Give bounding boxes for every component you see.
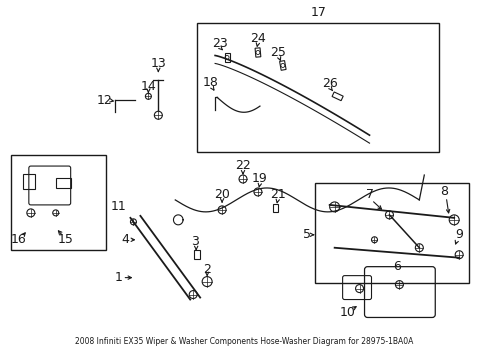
- Text: 22: 22: [235, 158, 250, 172]
- Text: 1: 1: [114, 271, 122, 284]
- Text: 11: 11: [110, 201, 126, 213]
- Text: 25: 25: [269, 46, 285, 59]
- Text: 2008 Infiniti EX35 Wiper & Washer Components Hose-Washer Diagram for 28975-1BA0A: 2008 Infiniti EX35 Wiper & Washer Compon…: [75, 337, 412, 346]
- Bar: [279, 60, 285, 70]
- Bar: [56, 178, 71, 188]
- Text: 26: 26: [321, 77, 337, 90]
- Text: 6: 6: [393, 260, 401, 273]
- Bar: [23, 174, 35, 189]
- Bar: [255, 48, 260, 57]
- Text: 3: 3: [191, 235, 199, 248]
- Text: 8: 8: [439, 185, 447, 198]
- Bar: [314, 183, 468, 283]
- Text: 7: 7: [365, 188, 373, 202]
- Text: 10: 10: [339, 306, 355, 319]
- Text: 14: 14: [140, 80, 156, 93]
- Text: 4: 4: [122, 233, 129, 246]
- Text: 18: 18: [202, 76, 218, 89]
- Bar: [11, 155, 105, 250]
- Text: 16: 16: [11, 233, 27, 246]
- Text: 17: 17: [310, 6, 325, 19]
- Bar: [194, 250, 200, 259]
- Text: 15: 15: [58, 233, 74, 246]
- Bar: [224, 53, 229, 62]
- Text: 2: 2: [203, 263, 211, 276]
- Text: 20: 20: [214, 188, 229, 202]
- Text: 19: 19: [251, 171, 267, 185]
- Text: 13: 13: [150, 57, 166, 70]
- Text: 23: 23: [212, 37, 227, 50]
- Text: 9: 9: [454, 228, 462, 241]
- Text: 21: 21: [269, 188, 285, 202]
- Text: 5: 5: [302, 228, 310, 241]
- Bar: [197, 23, 438, 152]
- Bar: [273, 204, 278, 212]
- Text: 12: 12: [97, 94, 112, 107]
- Text: 24: 24: [249, 32, 265, 45]
- Bar: [331, 92, 343, 101]
